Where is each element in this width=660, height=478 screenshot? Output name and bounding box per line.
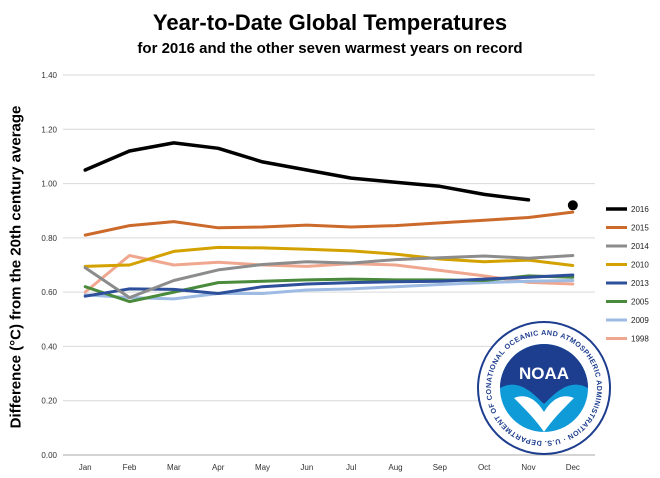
legend-label-2016: 2016 xyxy=(631,205,649,214)
x-tick-label: Dec xyxy=(566,463,580,472)
series-line-2014 xyxy=(83,254,575,300)
x-tick-label: Sep xyxy=(433,463,448,472)
x-tick-label: May xyxy=(255,463,270,472)
y-tick-label: 1.20 xyxy=(41,125,57,134)
series-line-2016 xyxy=(83,141,531,202)
x-tick-label: Nov xyxy=(521,463,535,472)
x-tick-label: Mar xyxy=(167,463,181,472)
series-line-2015 xyxy=(83,210,575,237)
legend-label-2014: 2014 xyxy=(631,242,649,251)
chart-subtitle: for 2016 and the other seven warmest yea… xyxy=(137,40,523,57)
legend-label-1998: 1998 xyxy=(631,335,649,344)
x-tick-label: Oct xyxy=(478,463,491,472)
y-tick-label: 1.00 xyxy=(41,180,57,189)
series-line-2010 xyxy=(83,245,575,268)
y-tick-label: 0.20 xyxy=(41,397,57,406)
gridlines xyxy=(63,74,595,456)
y-tick-label: 0.60 xyxy=(41,288,57,297)
noaa-logo-wordmark: NOAA xyxy=(519,364,569,383)
y-tick-label: 1.40 xyxy=(41,71,57,80)
series-line-2009 xyxy=(83,279,575,301)
noaa-logo: NOAA NATIONAL OCEANIC AND ATMOSPHERIC AD… xyxy=(0,0,611,455)
y-tick-labels: 0.00 0.20 0.40 0.60 0.80 1.00 1.20 1.40 xyxy=(41,71,57,460)
series-line-2013 xyxy=(83,273,575,298)
y-tick-label: 0.00 xyxy=(41,451,57,460)
series-marker-2016 xyxy=(567,200,578,211)
legend-label-2015: 2015 xyxy=(631,224,649,233)
x-tick-label: Jan xyxy=(79,463,92,472)
series-line-1998 xyxy=(83,254,575,294)
legend-label-2010: 2010 xyxy=(631,261,649,270)
y-tick-label: 0.80 xyxy=(41,234,57,243)
legend-label-2005: 2005 xyxy=(631,298,649,307)
x-tick-label: Aug xyxy=(388,463,402,472)
series-lines xyxy=(83,141,578,304)
y-tick-label: 0.40 xyxy=(41,342,57,351)
legend: 2016 2015 2014 2010 2013 2005 2009 1998 xyxy=(606,205,649,344)
chart-title: Year-to-Date Global Temperatures xyxy=(152,10,508,35)
legend-label-2009: 2009 xyxy=(631,316,649,325)
x-tick-label: Jun xyxy=(300,463,313,472)
x-tick-label: Apr xyxy=(212,463,225,472)
x-tick-labels: Jan Feb Mar Apr May Jun Jul Aug Sep Oct Nov Dec xyxy=(79,463,580,472)
legend-label-2013: 2013 xyxy=(631,279,649,288)
x-tick-label: Jul xyxy=(346,463,356,472)
x-tick-label: Feb xyxy=(123,463,137,472)
